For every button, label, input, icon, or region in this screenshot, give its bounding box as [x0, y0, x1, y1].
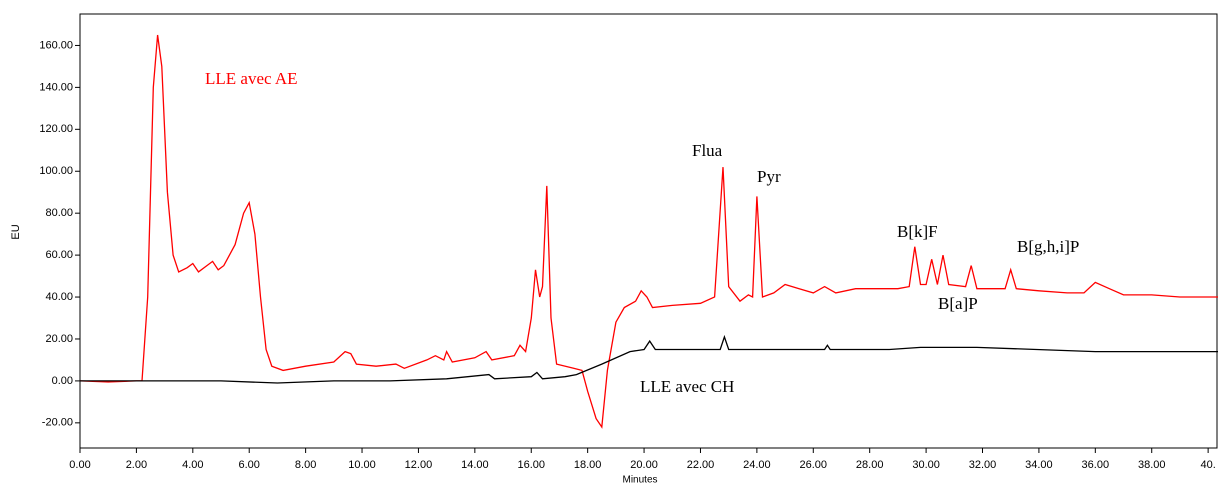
x-tick-label: 40.: [1200, 459, 1215, 471]
x-tick-label: 18.00: [574, 459, 602, 471]
x-tick-label: 0.00: [69, 459, 90, 471]
y-tick-label: 60.00: [45, 249, 73, 261]
x-tick-label: 2.00: [126, 459, 147, 471]
y-axis-label: EU: [10, 224, 22, 239]
series-line: [80, 334, 1218, 384]
x-tick-label: 6.00: [239, 459, 260, 471]
annotation: Flua: [692, 141, 723, 160]
x-tick-label: 12.00: [405, 459, 433, 471]
annotation: Pyr: [757, 167, 781, 186]
y-tick-label: 0.00: [52, 375, 73, 387]
x-tick-label: 20.00: [630, 459, 658, 471]
series-line: [79, 34, 1218, 429]
y-tick-label: 100.00: [39, 165, 73, 177]
x-tick-label: 8.00: [295, 459, 316, 471]
x-tick-label: 10.00: [348, 459, 376, 471]
annotation: LLE avec CH: [640, 377, 734, 396]
x-tick-label: 30.00: [912, 459, 940, 471]
annotation: B[k]F: [897, 222, 938, 241]
x-tick-label: 26.00: [800, 459, 828, 471]
x-tick-label: 16.00: [517, 459, 545, 471]
x-tick-label: 4.00: [182, 459, 203, 471]
x-tick-label: 38.00: [1138, 459, 1166, 471]
x-tick-label: 24.00: [743, 459, 771, 471]
y-tick-label: 120.00: [39, 123, 73, 135]
x-tick-label: 14.00: [461, 459, 489, 471]
annotation: B[g,h,i]P: [1017, 237, 1079, 256]
x-axis-label: Minutes: [622, 475, 657, 486]
y-tick-label: 160.00: [39, 39, 73, 51]
x-tick-label: 34.00: [1025, 459, 1053, 471]
y-tick-label: -20.00: [42, 417, 73, 429]
annotation: LLE avec AE: [205, 69, 298, 88]
x-tick-label: 32.00: [969, 459, 997, 471]
y-tick-label: 140.00: [39, 81, 73, 93]
y-tick-label: 40.00: [45, 291, 73, 303]
y-tick-label: 80.00: [45, 207, 73, 219]
x-tick-label: 28.00: [856, 459, 884, 471]
plot-frame: [79, 13, 1218, 449]
annotation: B[a]P: [938, 294, 978, 313]
x-tick-label: 22.00: [687, 459, 715, 471]
x-tick-label: 36.00: [1082, 459, 1110, 471]
y-tick-label: 20.00: [45, 333, 73, 345]
